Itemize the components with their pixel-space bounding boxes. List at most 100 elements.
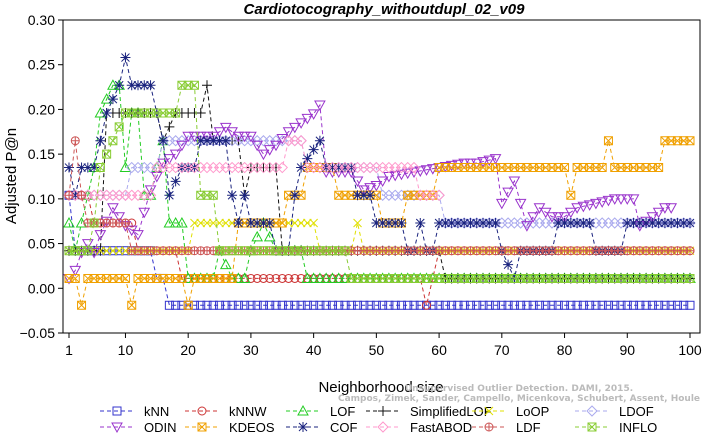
y-axis-title: Adjusted P@n [3,128,20,224]
series-line [69,140,440,196]
data-point [659,218,670,229]
data-point [277,273,287,283]
data-point [296,190,306,200]
data-point [89,162,100,173]
data-point [182,131,195,143]
data-point [578,218,589,229]
data-point [208,135,219,146]
data-point [553,218,564,229]
data-point [615,194,627,205]
data-point [284,273,294,283]
data-point [665,203,678,214]
data-point [132,230,144,241]
series-line [68,140,690,252]
legend-item-ldf: LDF [472,420,541,434]
data-point [508,176,521,188]
data-point [672,218,683,229]
data-point [208,190,218,200]
data-point [415,300,425,310]
data-point [63,216,75,228]
data-point [390,218,401,229]
data-point [453,300,463,310]
data-point [371,218,382,229]
data-point [541,300,551,310]
data-point [270,140,282,152]
data-point [309,300,319,310]
data-point [489,154,502,165]
data-point [447,300,457,310]
data-point [233,300,243,310]
data-point [138,189,151,200]
data-point [170,176,181,187]
data-point [246,300,256,310]
legend-marker [297,404,309,416]
data-point [566,190,576,200]
data-point [163,154,176,165]
x-tick-label: 40 [306,342,322,358]
data-point [308,144,319,155]
data-point [403,300,413,310]
data-point [227,190,238,201]
data-point [440,218,451,229]
x-axis-title: Neighborhood size [318,379,443,396]
data-point [81,239,94,250]
data-point [233,218,244,229]
data-point [602,195,615,207]
y-tick-label: −0.05 [20,325,56,341]
data-point [621,194,634,205]
data-point [277,218,287,228]
data-point [138,207,151,219]
data-point [634,218,645,229]
data-point [265,300,275,310]
data-point [177,300,187,310]
data-point [484,218,495,229]
data-point [616,300,626,310]
data-point [497,300,507,310]
data-point [70,273,80,283]
legend-marker [197,422,207,432]
data-point [641,300,651,310]
data-point [277,300,287,310]
data-point [245,131,257,143]
data-point [271,300,281,310]
data-point [396,218,407,229]
data-point [591,300,601,310]
data-point [409,300,419,310]
data-point [196,300,206,310]
data-point [195,135,206,146]
data-point [252,273,262,283]
legend-item-kdeos: KDEOS [185,420,275,434]
data-point [603,136,613,146]
data-point [189,80,199,90]
data-point [560,300,570,310]
data-point [290,273,300,283]
data-point [82,162,93,173]
legend-marker [298,422,308,432]
data-point [232,131,245,143]
data-point [357,185,370,196]
y-tick-label: 0.20 [28,101,55,117]
legend-label: KDEOS [229,420,275,434]
plot-frame [62,19,701,334]
data-point [195,108,206,119]
legend-label: LDOF [619,404,654,419]
data-point [295,118,307,129]
legend-item-ldof: LDOF [575,404,654,419]
data-point [64,190,74,200]
data-point [309,218,318,228]
data-point [685,300,695,310]
data-point [396,300,406,310]
series-fastabod [63,135,445,201]
data-point [647,218,658,229]
data-point [265,273,275,283]
data-point [371,190,381,200]
data-point [145,80,156,91]
data-point [509,300,519,310]
data-point [114,122,124,132]
data-point [119,161,132,173]
x-tick-label: 60 [431,342,447,358]
data-point [358,190,369,201]
data-point [384,300,394,310]
data-point [307,272,320,283]
data-point [353,218,362,228]
